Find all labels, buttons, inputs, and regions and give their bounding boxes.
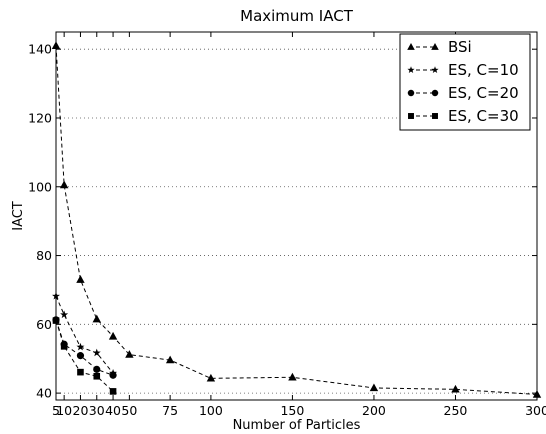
x-tick-label: 250 (444, 403, 468, 418)
legend-item-es-c10: ES, C=10 (407, 61, 519, 79)
y-tick-label: 60 (36, 317, 52, 332)
series-line (55, 45, 538, 395)
data-point (93, 372, 101, 380)
data-point (109, 371, 117, 379)
x-tick-label: 30 (89, 403, 105, 418)
y-tick-label: 100 (28, 179, 52, 194)
legend-marker (407, 66, 415, 74)
data-point (206, 373, 216, 382)
series-line (55, 295, 114, 374)
data-point (92, 314, 101, 323)
series-bsi (51, 41, 542, 398)
y-axis-label: IACT (11, 201, 26, 231)
grid-lines (56, 48, 537, 394)
x-axis-label: Number of Particles (233, 418, 361, 433)
data-point (288, 372, 297, 381)
legend-marker (432, 113, 438, 119)
y-tick-label: 140 (28, 42, 52, 57)
legend-marker (408, 113, 414, 119)
x-tick-label: 50 (121, 403, 137, 418)
x-tick-label: 5 (52, 403, 60, 418)
legend-marker (407, 89, 415, 97)
legend: BSi ES, C=10 ES, C=20 ES, C=30 (399, 33, 531, 131)
y-tick-label: 120 (28, 110, 52, 125)
series-es-c10 (52, 291, 118, 377)
series-line (55, 320, 114, 392)
y-tick-label: 80 (36, 248, 52, 263)
data-point (108, 331, 118, 340)
legend-box (399, 33, 531, 131)
x-tick-label: 10 (56, 403, 72, 418)
legend-label: BSi (448, 38, 472, 56)
legend-label: ES, C=20 (448, 84, 519, 102)
x-tick-label: 40 (105, 403, 121, 418)
data-point (451, 384, 460, 393)
legend-label: ES, C=10 (448, 61, 519, 79)
legend-item-es-c30: ES, C=30 (408, 107, 519, 125)
data-point (76, 342, 85, 351)
data-point (125, 350, 134, 358)
x-tick-label: 300 (525, 403, 546, 418)
plot-frame (55, 31, 538, 401)
x-tick-label: 200 (362, 403, 386, 418)
series-es-c30 (52, 317, 117, 395)
data-point (109, 388, 117, 395)
legend-label: ES, C=30 (448, 107, 519, 125)
legend-marker (407, 42, 415, 50)
data-point (77, 368, 84, 376)
y-tick-label: 40 (36, 386, 52, 401)
legend-marker (431, 42, 439, 50)
data-point (93, 365, 101, 373)
x-tick-label: 75 (162, 403, 178, 418)
data-point (76, 352, 85, 360)
x-tick-label: 150 (280, 403, 304, 418)
data-point (60, 310, 69, 319)
chart-title: Maximum IACT (240, 7, 354, 25)
legend-marker (431, 66, 439, 74)
legend-item-es-c20: ES, C=20 (407, 84, 519, 102)
x-tick-label: 20 (73, 403, 89, 418)
data-point (60, 343, 68, 350)
legend-marker (431, 89, 439, 97)
data-point (92, 348, 101, 357)
data-point (76, 275, 85, 283)
data-point (369, 383, 379, 392)
legend-item-bsi: BSi (407, 38, 472, 56)
data-point (59, 180, 69, 189)
data-point (165, 355, 175, 364)
x-tick-label: 100 (199, 403, 223, 418)
